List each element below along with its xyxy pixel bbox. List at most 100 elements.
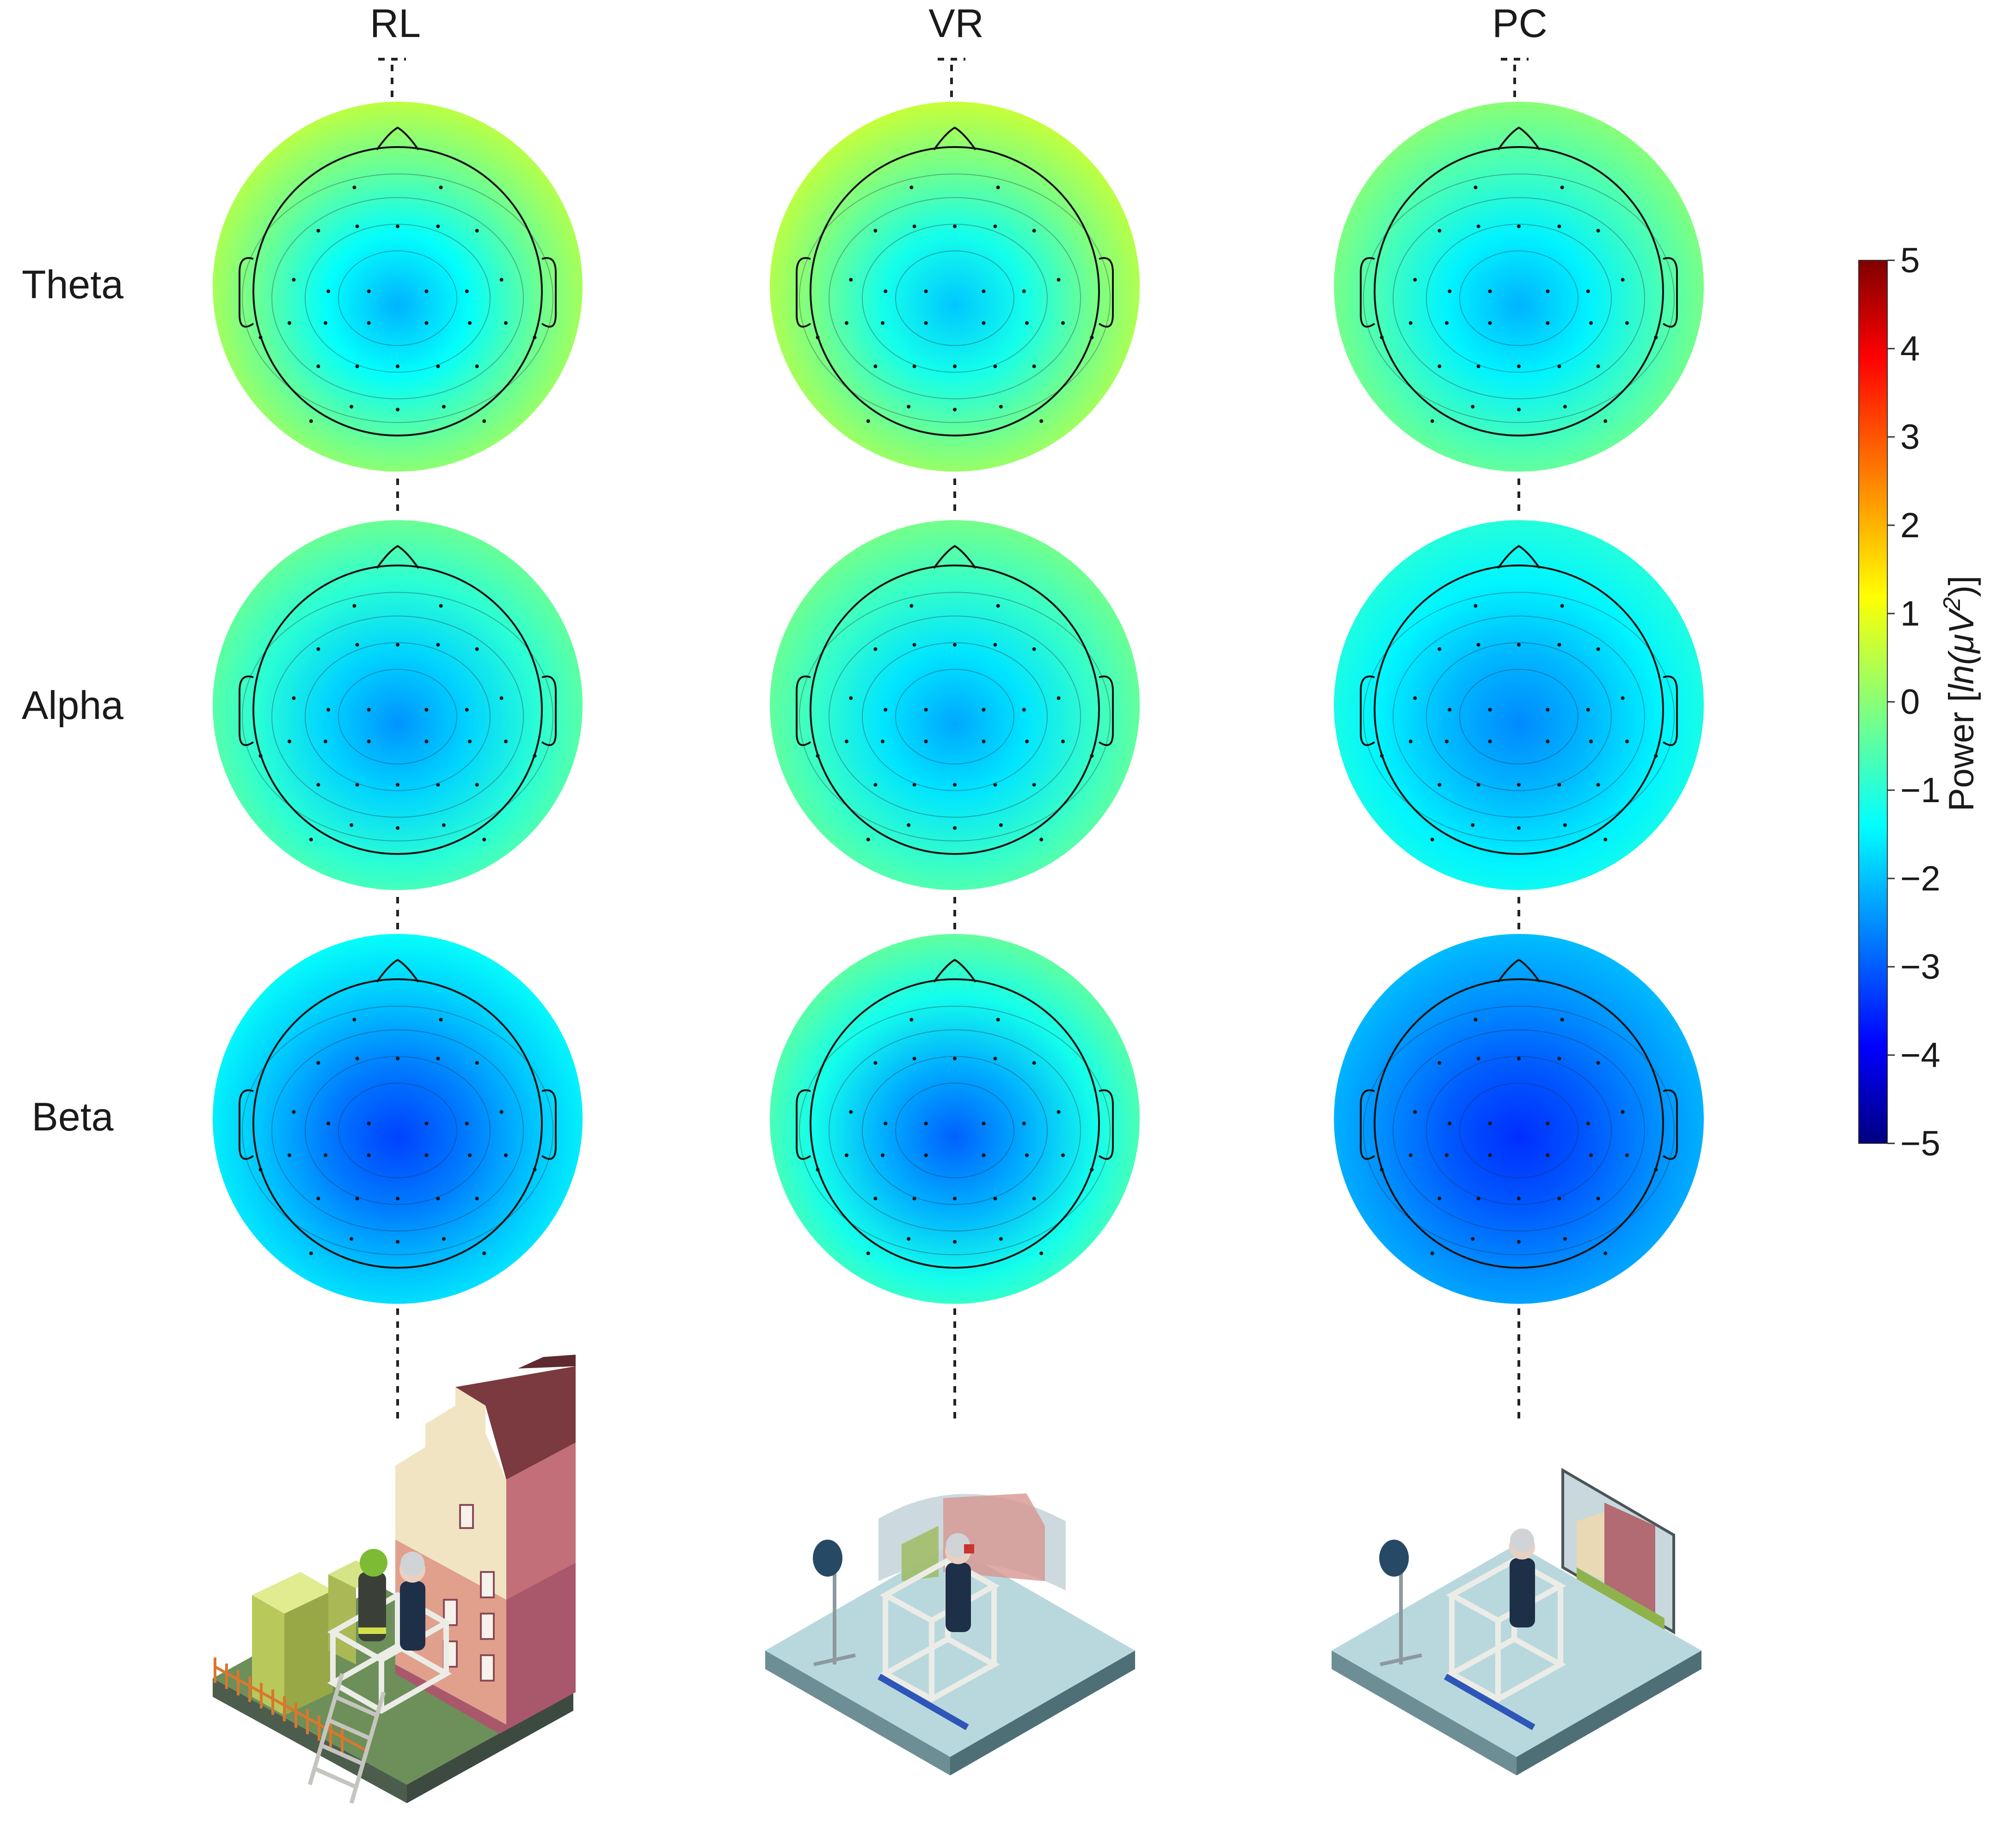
electrode-dot (1437, 228, 1442, 233)
electrode-dot (465, 1122, 469, 1125)
electrode-dot (849, 696, 853, 700)
electrode-dot (1430, 837, 1434, 841)
electrode-dot (468, 321, 472, 325)
electrode-dot (309, 1251, 313, 1255)
topomap-disc (213, 102, 583, 472)
electrode-dot (1413, 278, 1417, 282)
topomap-contour (1393, 197, 1645, 399)
electrode-dot (475, 1061, 479, 1065)
electrode-dot (1025, 739, 1029, 743)
electrode-dot (436, 1056, 440, 1061)
electrode-dot (367, 708, 371, 712)
electrode-dot (1603, 1251, 1608, 1255)
electrode-dot (1090, 754, 1094, 758)
topomap-contour (338, 669, 457, 765)
electrode-dot (1476, 1197, 1480, 1201)
electrode-dot (953, 364, 957, 368)
electrode-dot (324, 321, 327, 325)
electrode-dot (1560, 1018, 1564, 1022)
electrode-dot (352, 1018, 356, 1022)
right-ear-outline (1098, 1089, 1114, 1160)
nose-outline (933, 958, 977, 983)
electrode-dot (845, 739, 848, 743)
left-ear-outline (796, 675, 811, 746)
left-ear-outline (1360, 257, 1376, 328)
electrode-dot (396, 643, 399, 647)
electrode-dot (1061, 739, 1065, 743)
electrode-dot (982, 1122, 986, 1125)
left-ear-outline (239, 257, 254, 328)
electrode-dot (1032, 228, 1036, 233)
electrode-dot (884, 289, 888, 293)
electrode-dot (924, 289, 928, 293)
electrode-dot (499, 278, 504, 282)
colorbar-tick-label: −3 (1900, 947, 1941, 987)
topomap-contour (338, 1082, 457, 1179)
electrode-dot (1032, 783, 1036, 787)
electrode-dot (1471, 823, 1475, 827)
topomap-contour (799, 1006, 1111, 1255)
electrode-dot (468, 1153, 472, 1157)
electrode-dot (396, 364, 399, 368)
electrode-dot (499, 1110, 504, 1114)
electrode-dot (1488, 1153, 1492, 1157)
electrode-dot (424, 708, 429, 712)
head-outline (1374, 146, 1664, 436)
electrode-dot (1474, 1018, 1478, 1022)
electrode-dot (1471, 1237, 1475, 1241)
electrode-dot (424, 289, 429, 293)
electrode-dot (1517, 224, 1521, 228)
electrode-dot (1413, 696, 1417, 700)
electrode-dot (504, 1153, 508, 1157)
electrode-dot (1596, 1061, 1600, 1065)
colorbar-tick-label: −4 (1900, 1036, 1941, 1075)
electrode-dot (1488, 289, 1492, 293)
electrode-dot (424, 739, 429, 743)
electrode-dot (1621, 696, 1625, 700)
nose-outline (376, 545, 419, 569)
electrode-dot (436, 643, 440, 647)
electrode-dot (1409, 321, 1413, 325)
electrode-dot (881, 1153, 884, 1157)
left-ear-outline (796, 1089, 811, 1160)
electrode-dot (924, 321, 928, 325)
electrode-dot (424, 1153, 429, 1157)
electrode-dot (1445, 739, 1449, 743)
electrode-dot (1654, 1167, 1658, 1172)
left-ear-outline (239, 1089, 254, 1160)
colorbar-label-sup: 2 (1939, 597, 1965, 611)
electrode-dot (1476, 364, 1480, 368)
electrode-dot (309, 837, 313, 841)
electrode-dot (1032, 364, 1036, 368)
electrode-dot (881, 321, 884, 325)
electrode-dot (533, 335, 537, 339)
band-label-theta: Theta (22, 263, 123, 307)
right-ear-outline (541, 1089, 557, 1160)
electrode-dot (475, 1197, 479, 1201)
electrode-dot (1596, 228, 1600, 233)
electrode-dot (1380, 1167, 1384, 1172)
electrode-dot (1430, 1251, 1434, 1255)
electrode-dot (258, 335, 263, 339)
electrode-dot (355, 224, 359, 228)
electrode-dot (324, 739, 327, 743)
colorbar-tick-label: 0 (1900, 682, 1920, 722)
electrode-dot (316, 364, 320, 368)
head-outline (252, 146, 543, 436)
electrode-dot (1586, 708, 1590, 712)
electrode-dot (1032, 1197, 1036, 1201)
electrode-dot (1022, 289, 1026, 293)
topomap-disc (770, 102, 1140, 472)
electrode-dot (258, 1167, 263, 1172)
head-outline (810, 978, 1100, 1269)
electrode-dot (1039, 837, 1044, 841)
electrode-dot (316, 783, 320, 787)
electrode-dot (1380, 754, 1384, 758)
topomap-contour (1459, 1082, 1578, 1179)
electrode-dot (993, 224, 997, 228)
electrode-dot (873, 1061, 878, 1065)
electrode-dot (1586, 1122, 1590, 1125)
electrode-dot (355, 364, 359, 368)
topomap-contour (271, 1029, 524, 1232)
electrode-dot (475, 228, 479, 233)
